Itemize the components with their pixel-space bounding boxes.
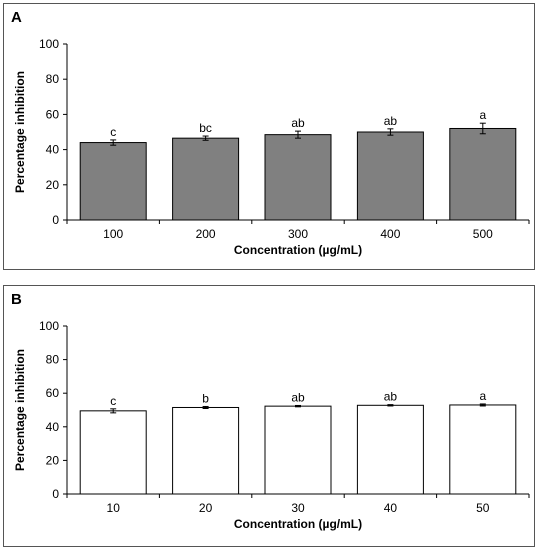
y-tick-label: 0: [52, 487, 59, 501]
bar: [172, 406, 240, 495]
bar: [79, 142, 147, 221]
y-axis-title: Percentage inhibition: [13, 71, 27, 193]
y-tick-label: 80: [46, 72, 60, 86]
x-tick-label: 200: [196, 227, 216, 241]
x-tick-label: 30: [291, 501, 305, 515]
y-tick-label: 20: [46, 178, 60, 192]
chart-b: 0 20 40 60 80 100 c 10 b 20 ab 30 ab 40 a 50 Concentrati…: [13, 319, 530, 531]
x-tick-label: 50: [476, 501, 490, 515]
x-tick-label: 20: [199, 501, 213, 515]
significance-letter: c: [110, 394, 116, 408]
bar: [172, 137, 240, 221]
x-tick-label: 100: [103, 227, 123, 241]
bar: [79, 410, 147, 495]
significance-letter: ab: [384, 114, 398, 128]
significance-letter: b: [202, 391, 209, 405]
y-tick-label: 80: [46, 353, 60, 367]
x-axis-title: Concentration (µg/mL): [234, 243, 362, 257]
x-axis-title: Concentration (µg/mL): [234, 517, 362, 531]
chart-a: 0 20 40 60 80 100 c 100 bc 200 ab 300 ab 400 a 500 Conce…: [13, 37, 530, 257]
x-tick-label: 400: [380, 227, 400, 241]
x-tick-label: 300: [288, 227, 308, 241]
significance-letter: a: [479, 389, 486, 403]
y-axis-title: Percentage inhibition: [13, 349, 27, 471]
bar: [449, 127, 517, 221]
bar: [264, 405, 332, 495]
x-tick-label: 500: [473, 227, 493, 241]
panel-label-b: B: [11, 291, 22, 308]
y-tick-label: 100: [39, 319, 59, 333]
bar: [449, 404, 517, 495]
y-tick-label: 40: [46, 420, 60, 434]
significance-letter: ab: [384, 390, 398, 404]
chart-panel-a: A 0 20 40 60 80 100 c 100 bc 200 ab 300 ab 400 a 500 Con…: [3, 3, 535, 270]
x-tick-label: 40: [384, 501, 398, 515]
y-tick-label: 20: [46, 453, 60, 467]
bar: [356, 404, 424, 495]
y-tick-label: 100: [39, 37, 59, 51]
y-tick-label: 0: [52, 213, 59, 227]
significance-letter: ab: [291, 116, 305, 130]
y-tick-label: 60: [46, 386, 60, 400]
x-tick-label: 10: [107, 501, 121, 515]
panel-label-a: A: [11, 9, 22, 26]
y-tick-label: 60: [46, 107, 60, 121]
y-tick-label: 40: [46, 143, 60, 157]
chart-panel-b: B 0 20 40 60 80 100 c 10 b 20 ab 30 ab 40 a 50 Concentra…: [3, 285, 535, 547]
bar: [356, 131, 424, 221]
significance-letter: c: [110, 125, 116, 139]
significance-letter: a: [479, 108, 486, 122]
significance-letter: ab: [291, 390, 305, 404]
significance-letter: bc: [199, 121, 212, 135]
bar: [264, 134, 332, 221]
